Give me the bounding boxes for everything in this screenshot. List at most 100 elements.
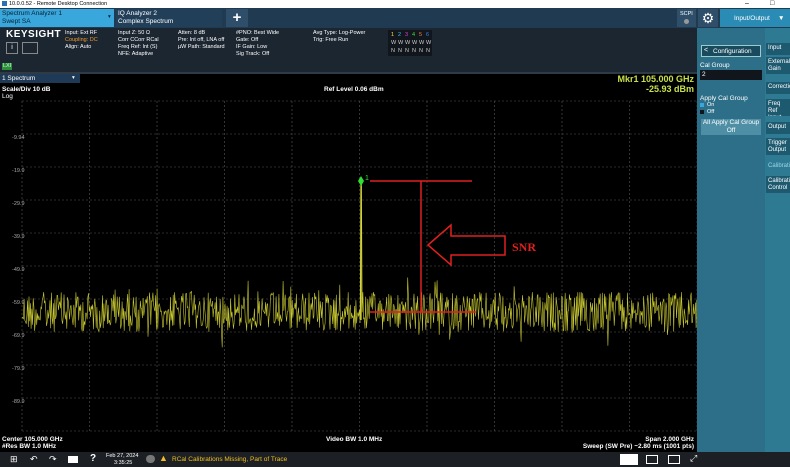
setting-text: Trig: Free Run (313, 37, 349, 43)
sweep: Sweep (SW Pre) ~2.80 ms (1001 pts) (582, 443, 694, 450)
trace-number: 5 (419, 32, 423, 38)
lxi-badge: LXI (2, 63, 13, 70)
y-axis-label: -49.9 (12, 267, 25, 273)
brand-logo: KEYSIGHT (6, 29, 62, 40)
add-tab-button[interactable]: + (226, 9, 248, 27)
video-bw: Video BW 1.0 MHz (326, 436, 383, 443)
scale-type: Log (2, 93, 13, 100)
menu-item[interactable]: Input (766, 43, 790, 55)
spectrum-plot: -9.94 -19.9 -29.9 -39.9 -49.9 -59.9 -69.9 -79.9… (12, 100, 697, 432)
setting-text: Input Z: 50 Ω (118, 30, 150, 36)
setting-text: Pre: Int off, LNA off (178, 37, 225, 43)
tab[interactable]: IQ Analyzer 2 Complex Spectrum (116, 9, 222, 27)
scpi-button[interactable]: SCPI (677, 9, 696, 27)
window-title: 10.0.0.52 - Remote Desktop Connection (9, 1, 108, 7)
undo-button[interactable]: ↶ (30, 454, 38, 464)
redo-button[interactable]: ↷ (49, 454, 57, 464)
trace-number: 4 (412, 32, 416, 38)
window-label: 1 Spectrum (2, 75, 36, 82)
radio-off[interactable] (700, 110, 704, 114)
setting-text: Coupling: DC (65, 37, 98, 43)
taskbar: ⊞ ↶ ↷ ? Feb 27, 2024 3:35:25 ▲ RCal Cali… (0, 452, 790, 467)
menu-arrow: ▼ (778, 15, 785, 22)
window-selector[interactable]: 1 Spectrum ▾ (0, 74, 80, 83)
remote-icon[interactable] (22, 42, 38, 54)
annotation-arrow (426, 223, 506, 267)
apply-label: Apply Cal Group (700, 95, 748, 102)
menu-button[interactable]: Input/Output ▼ (720, 9, 790, 27)
settings-button[interactable]: ⚙ (698, 9, 718, 27)
setting-text: Avg Type: Log-Power (313, 30, 366, 36)
trace-type: W (391, 40, 397, 46)
menu-column: Input External Gain Corrections Freq Ref In… (765, 28, 790, 452)
trace-detector: N (426, 48, 430, 54)
trace-number: 1 (391, 32, 395, 38)
marker-level: -25.93 dBm (645, 84, 694, 94)
setting-text: NFE: Adaptive (118, 51, 154, 57)
help-button[interactable]: ? (90, 453, 97, 464)
setting-text: Align: Auto (65, 44, 92, 50)
window-arrow: ▾ (72, 75, 75, 81)
trace-type: W (405, 40, 411, 46)
file-button[interactable] (68, 456, 78, 463)
minimize-button[interactable]: – (745, 0, 749, 7)
menu-item[interactable]: Freq Ref Input (766, 99, 790, 116)
trace-type: W (412, 40, 418, 46)
scpi-indicator (684, 19, 689, 24)
radio-on[interactable] (700, 103, 704, 107)
menu-label: Input/Output (734, 15, 770, 22)
cal-group-label: Cal Group (700, 62, 730, 69)
trace-type: W (419, 40, 425, 46)
y-axis-label: -9.94 (12, 135, 25, 141)
window-button[interactable] (668, 455, 680, 464)
scale-label: Scale/Div 10 dB (2, 86, 51, 93)
tab-active[interactable]: Spectrum Analyzer 1 Swept SA ▾ (0, 9, 114, 27)
marker-diamond (358, 176, 364, 186)
menu-item[interactable]: Calibration (766, 161, 790, 173)
separator (0, 72, 697, 74)
menu-item[interactable]: Trigger Output (766, 138, 790, 155)
menu-item[interactable]: Calibration Control (766, 176, 790, 193)
ref-level: Ref Level 0.06 dBm (324, 86, 384, 93)
alert-message: RCal Calibrations Missing, Part of Trace (172, 456, 288, 463)
trace-box (388, 30, 432, 56)
message-icon[interactable] (146, 455, 155, 463)
keyboard-button[interactable] (620, 454, 638, 465)
y-axis-label: -79.9 (12, 366, 25, 372)
menu-item[interactable]: External Gain (766, 57, 790, 74)
tab-subtitle: Swept SA (2, 18, 31, 25)
maximize-button[interactable]: □ (770, 0, 775, 7)
center-frequency: Center 105.000 GHz (2, 436, 63, 443)
touch-button[interactable] (646, 455, 658, 464)
back-arrow: < (704, 47, 709, 54)
setting-text: Atten: 8 dB (178, 30, 206, 36)
tab-title: IQ Analyzer 2 (118, 10, 158, 17)
tab-subtitle: Complex Spectrum (118, 18, 174, 25)
y-axis-label: -19.9 (12, 168, 25, 174)
back-button[interactable]: < Configuration (701, 45, 761, 57)
y-axis-label: -29.9 (12, 201, 25, 207)
tab-title: Spectrum Analyzer 1 (2, 10, 62, 17)
annotation-text: SNR (512, 240, 536, 254)
setting-text: µW Path: Standard (178, 44, 225, 50)
apply-all-button[interactable]: All Apply Cal Group Off (701, 119, 761, 135)
trace-number: 3 (405, 32, 409, 38)
trace-number: 6 (426, 32, 430, 38)
scpi-label: SCPI (680, 11, 693, 17)
y-axis-label: -69.9 (12, 333, 25, 339)
setting-text: Sig Track: Off (236, 51, 270, 57)
start-button[interactable]: ⊞ (10, 454, 18, 464)
y-axis-label: -59.9 (12, 300, 25, 306)
trace-detector: N (391, 48, 395, 54)
menu-item[interactable]: Output (766, 122, 790, 134)
setting-text: Freq Ref: Int (S) (118, 44, 158, 50)
info-icon[interactable]: i (6, 42, 18, 54)
back-label: Configuration (713, 48, 752, 55)
menu-item[interactable]: Corrections (766, 82, 790, 94)
fullscreen-button[interactable]: ⤢ (690, 453, 698, 463)
setting-text: Corr CCorr RCal (118, 37, 159, 43)
setting-text: #PNO: Best Wide (236, 30, 280, 36)
title-bar: 10.0.0.52 - Remote Desktop Connection – … (0, 0, 790, 8)
trace-number: 2 (398, 32, 402, 38)
cal-group-input[interactable]: 2 (700, 70, 762, 80)
